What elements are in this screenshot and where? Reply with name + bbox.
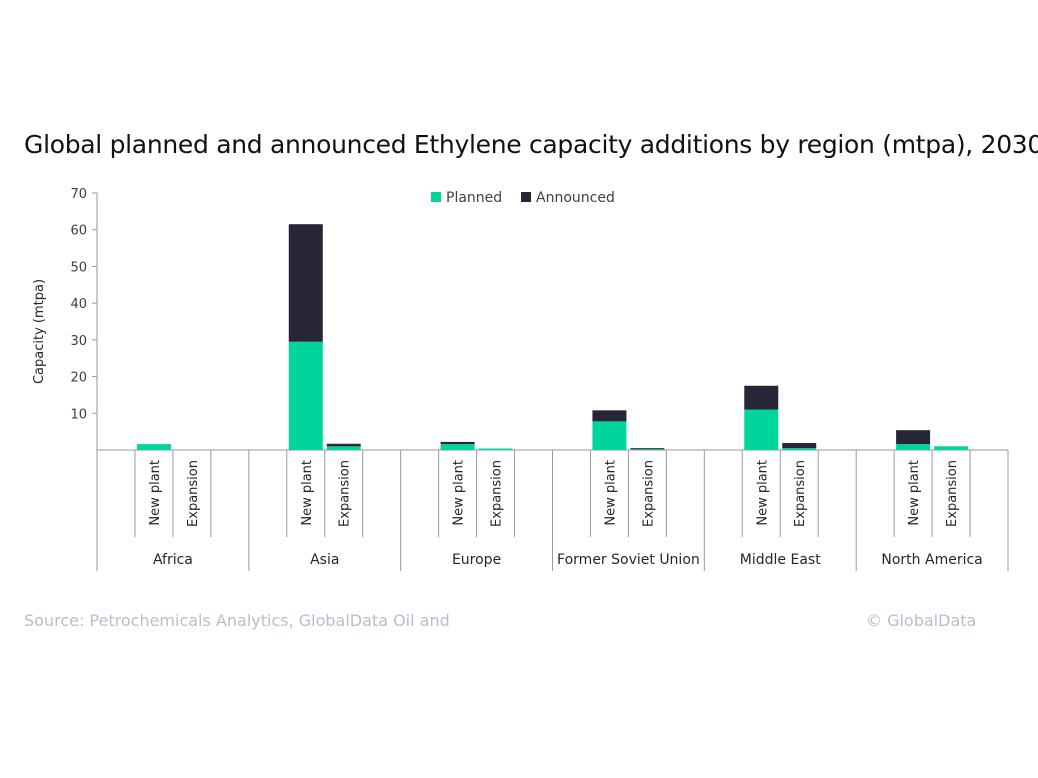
bar-planned — [896, 444, 931, 450]
region-label: Former Soviet Union — [557, 552, 700, 568]
legend-swatch — [431, 192, 441, 202]
bar-announced — [440, 441, 475, 445]
legend-swatch — [521, 192, 531, 202]
bar-announced — [896, 430, 931, 445]
region-label: Africa — [153, 552, 193, 568]
bar-announced — [782, 443, 817, 449]
bar-planned — [478, 448, 513, 450]
bar-announced — [592, 410, 627, 422]
bar-planned — [934, 446, 969, 450]
y-axis-label: Capacity (mtpa) — [32, 279, 47, 384]
y-tick-label: 70 — [70, 187, 87, 202]
bar-planned — [782, 448, 817, 450]
bar-planned — [440, 444, 475, 450]
legend: Planned Announced — [431, 190, 615, 206]
category-label: Expansion — [490, 460, 505, 527]
category-label: New plant — [603, 460, 618, 526]
category-label: New plant — [755, 460, 770, 526]
bar-planned — [630, 449, 665, 450]
category-label: Expansion — [793, 460, 808, 527]
category-label: Expansion — [641, 460, 656, 527]
category-label: New plant — [452, 460, 467, 526]
bar-planned — [136, 444, 171, 450]
category-label: New plant — [907, 460, 922, 526]
y-tick-label: 60 — [70, 224, 87, 239]
category-label: New plant — [148, 460, 163, 526]
bar-planned — [326, 446, 361, 450]
region-label: Europe — [452, 552, 501, 568]
category-label: Expansion — [945, 460, 960, 527]
y-tick-label: 40 — [70, 297, 87, 312]
bar-announced — [744, 385, 779, 410]
copyright-note: © GlobalData — [866, 611, 977, 630]
chart-title: Global planned and announced Ethylene ca… — [24, 130, 1038, 159]
category-label: Expansion — [338, 460, 353, 527]
bar-announced — [288, 224, 323, 342]
bar-planned — [744, 409, 779, 450]
labels-layer: 10 20 30 40 50 60 70 Capacity (mtpa) New plant Ex… — [32, 187, 983, 568]
y-tick-label: 30 — [70, 334, 87, 349]
chart-plot: 10 20 30 40 50 60 70 Capacity (mtpa) New plant Ex… — [32, 187, 1009, 571]
bar-announced — [326, 443, 361, 447]
y-tick-label: 50 — [70, 260, 87, 275]
legend-label: Planned — [446, 190, 502, 206]
y-tick-label: 20 — [70, 371, 87, 386]
bar-planned — [592, 421, 627, 450]
axis-layer — [92, 192, 1009, 571]
category-label: Expansion — [186, 460, 201, 527]
region-label: North America — [881, 552, 982, 568]
bar-announced — [630, 448, 665, 450]
bar-planned — [288, 341, 323, 450]
source-note: Source: Petrochemicals Analytics, Global… — [24, 611, 450, 630]
region-label: Asia — [310, 552, 339, 568]
bars-layer — [136, 224, 969, 450]
y-tick-label: 10 — [70, 407, 87, 422]
region-label: Middle East — [740, 552, 821, 568]
category-label: New plant — [300, 460, 315, 526]
legend-label: Announced — [536, 190, 615, 206]
